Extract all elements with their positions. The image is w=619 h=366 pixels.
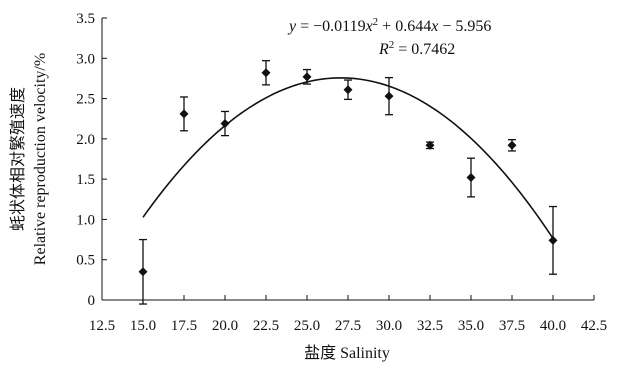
y-ticks: 0 0.5 1.0 1.5 2.0 2.5 3.0 3.5 <box>76 11 107 309</box>
x-tick-label: 20.0 <box>212 318 238 334</box>
r-squared-annotation: R2 = 0.7462 <box>378 39 455 58</box>
x-tick-label: 17.5 <box>171 318 197 334</box>
data-point <box>425 140 435 150</box>
y-axis-title-english: Relative reproduction velocity/% <box>32 53 49 265</box>
y-tick-label: 2.0 <box>76 132 95 148</box>
x-tick-label: 27.5 <box>335 318 361 334</box>
x-tick-label: 32.5 <box>417 318 443 334</box>
data-point <box>220 119 230 129</box>
x-tick-label: 37.5 <box>499 318 525 334</box>
x-tick-label: 42.5 <box>581 318 607 334</box>
data-point <box>138 267 148 277</box>
y-tick-label: 0 <box>88 293 96 309</box>
y-tick-label: 1.0 <box>76 212 95 228</box>
x-ticks: 12.5 15.0 17.5 20.0 22.5 25.0 27.5 30.0 32.5 35.0… <box>89 295 607 334</box>
axes <box>101 18 594 301</box>
x-tick-label: 15.0 <box>130 318 156 334</box>
data-point <box>179 109 189 119</box>
data-point <box>466 173 476 183</box>
y-tick-label: 0.5 <box>76 253 95 269</box>
y-tick-label: 3.0 <box>76 51 95 67</box>
y-axis-title-chinese: 蚝状体相对繁殖速度 <box>9 87 27 231</box>
x-tick-label: 12.5 <box>89 318 115 334</box>
x-axis-title: 盐度 Salinity <box>304 344 390 362</box>
data-point <box>384 91 394 101</box>
data-point <box>507 140 517 150</box>
data-point <box>548 235 558 245</box>
equation-annotation: y = −0.0119x2 + 0.644x − 5.956 <box>287 16 491 35</box>
x-tick-label: 35.0 <box>458 318 484 334</box>
y-tick-label: 3.5 <box>76 11 95 27</box>
y-tick-label: 1.5 <box>76 172 95 188</box>
x-tick-label: 22.5 <box>253 318 279 334</box>
x-tick-label: 30.0 <box>376 318 402 334</box>
trendline <box>142 77 554 239</box>
y-tick-label: 2.5 <box>76 92 95 108</box>
data-points <box>138 68 558 277</box>
x-tick-label: 25.0 <box>294 318 320 334</box>
data-point <box>343 85 353 95</box>
data-point <box>302 72 312 82</box>
error-bars <box>139 60 557 305</box>
data-point <box>261 68 271 78</box>
x-tick-label: 40.0 <box>540 318 566 334</box>
